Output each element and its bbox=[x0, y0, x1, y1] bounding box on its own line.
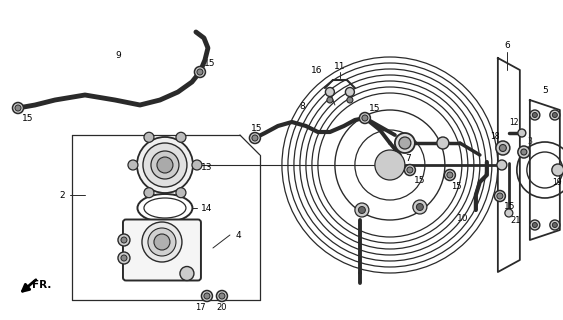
Text: 18: 18 bbox=[490, 132, 499, 140]
Circle shape bbox=[197, 69, 203, 75]
Circle shape bbox=[497, 160, 507, 170]
Circle shape bbox=[359, 113, 370, 124]
Text: 12: 12 bbox=[509, 117, 519, 126]
Circle shape bbox=[144, 132, 154, 142]
Circle shape bbox=[325, 87, 334, 97]
Circle shape bbox=[180, 267, 194, 281]
Text: 2: 2 bbox=[59, 190, 65, 199]
Circle shape bbox=[496, 141, 510, 155]
Text: 14: 14 bbox=[201, 204, 213, 212]
Text: 15: 15 bbox=[369, 103, 381, 113]
Text: 15: 15 bbox=[204, 59, 216, 68]
Text: 21: 21 bbox=[511, 215, 521, 225]
Text: 20: 20 bbox=[217, 303, 227, 313]
Circle shape bbox=[550, 110, 560, 120]
Text: 5: 5 bbox=[542, 85, 548, 94]
Circle shape bbox=[137, 137, 193, 193]
Text: 15: 15 bbox=[251, 124, 263, 132]
Circle shape bbox=[204, 293, 210, 299]
Circle shape bbox=[121, 255, 127, 261]
Text: 19: 19 bbox=[552, 178, 562, 187]
Circle shape bbox=[447, 172, 453, 178]
Circle shape bbox=[530, 110, 540, 120]
Circle shape bbox=[375, 150, 405, 180]
Circle shape bbox=[521, 149, 527, 155]
Circle shape bbox=[148, 228, 176, 256]
Circle shape bbox=[192, 160, 202, 170]
Circle shape bbox=[154, 234, 170, 250]
Circle shape bbox=[362, 115, 368, 121]
Circle shape bbox=[12, 102, 24, 114]
FancyBboxPatch shape bbox=[123, 220, 201, 281]
Circle shape bbox=[121, 237, 127, 243]
Circle shape bbox=[327, 97, 333, 103]
Circle shape bbox=[355, 203, 369, 217]
Circle shape bbox=[202, 291, 212, 301]
Circle shape bbox=[359, 206, 365, 213]
Circle shape bbox=[395, 133, 415, 153]
Circle shape bbox=[497, 193, 503, 199]
Circle shape bbox=[499, 145, 506, 151]
Text: 17: 17 bbox=[195, 303, 205, 313]
Circle shape bbox=[176, 188, 186, 198]
Circle shape bbox=[530, 220, 540, 230]
Circle shape bbox=[15, 105, 21, 111]
Text: 9: 9 bbox=[115, 51, 121, 60]
Text: 10: 10 bbox=[457, 213, 468, 222]
Circle shape bbox=[533, 222, 537, 228]
Circle shape bbox=[157, 157, 173, 173]
Circle shape bbox=[249, 132, 261, 143]
Circle shape bbox=[142, 222, 182, 262]
Circle shape bbox=[417, 204, 423, 211]
Circle shape bbox=[505, 209, 513, 217]
Circle shape bbox=[444, 170, 455, 180]
Circle shape bbox=[407, 167, 413, 173]
Text: 15: 15 bbox=[414, 175, 426, 185]
Text: FR.: FR. bbox=[32, 280, 52, 290]
Circle shape bbox=[252, 135, 258, 141]
Text: 6: 6 bbox=[504, 41, 510, 50]
Circle shape bbox=[399, 137, 411, 149]
Text: 3: 3 bbox=[528, 137, 532, 146]
Text: 7: 7 bbox=[405, 154, 411, 163]
Circle shape bbox=[533, 113, 537, 117]
Circle shape bbox=[437, 137, 449, 149]
Circle shape bbox=[151, 151, 179, 179]
Text: 15: 15 bbox=[450, 181, 461, 190]
Text: 4: 4 bbox=[235, 230, 241, 239]
Text: 11: 11 bbox=[334, 61, 346, 70]
Circle shape bbox=[550, 220, 560, 230]
Circle shape bbox=[345, 87, 354, 97]
Circle shape bbox=[347, 97, 353, 103]
Text: 13: 13 bbox=[201, 163, 213, 172]
Circle shape bbox=[128, 160, 138, 170]
Circle shape bbox=[518, 146, 530, 158]
Circle shape bbox=[404, 164, 415, 175]
Circle shape bbox=[194, 67, 205, 77]
Circle shape bbox=[552, 164, 563, 176]
Circle shape bbox=[118, 252, 130, 264]
Circle shape bbox=[144, 188, 154, 198]
Circle shape bbox=[494, 190, 506, 202]
Circle shape bbox=[552, 113, 557, 117]
Circle shape bbox=[413, 200, 427, 214]
Circle shape bbox=[552, 222, 557, 228]
Circle shape bbox=[176, 132, 186, 142]
Circle shape bbox=[219, 293, 225, 299]
Circle shape bbox=[118, 234, 130, 246]
Text: 15: 15 bbox=[23, 114, 34, 123]
Circle shape bbox=[143, 143, 187, 187]
Circle shape bbox=[216, 291, 227, 301]
Text: 8: 8 bbox=[299, 101, 305, 110]
Text: 15: 15 bbox=[504, 202, 516, 211]
Circle shape bbox=[518, 129, 526, 137]
Text: 16: 16 bbox=[311, 66, 323, 75]
